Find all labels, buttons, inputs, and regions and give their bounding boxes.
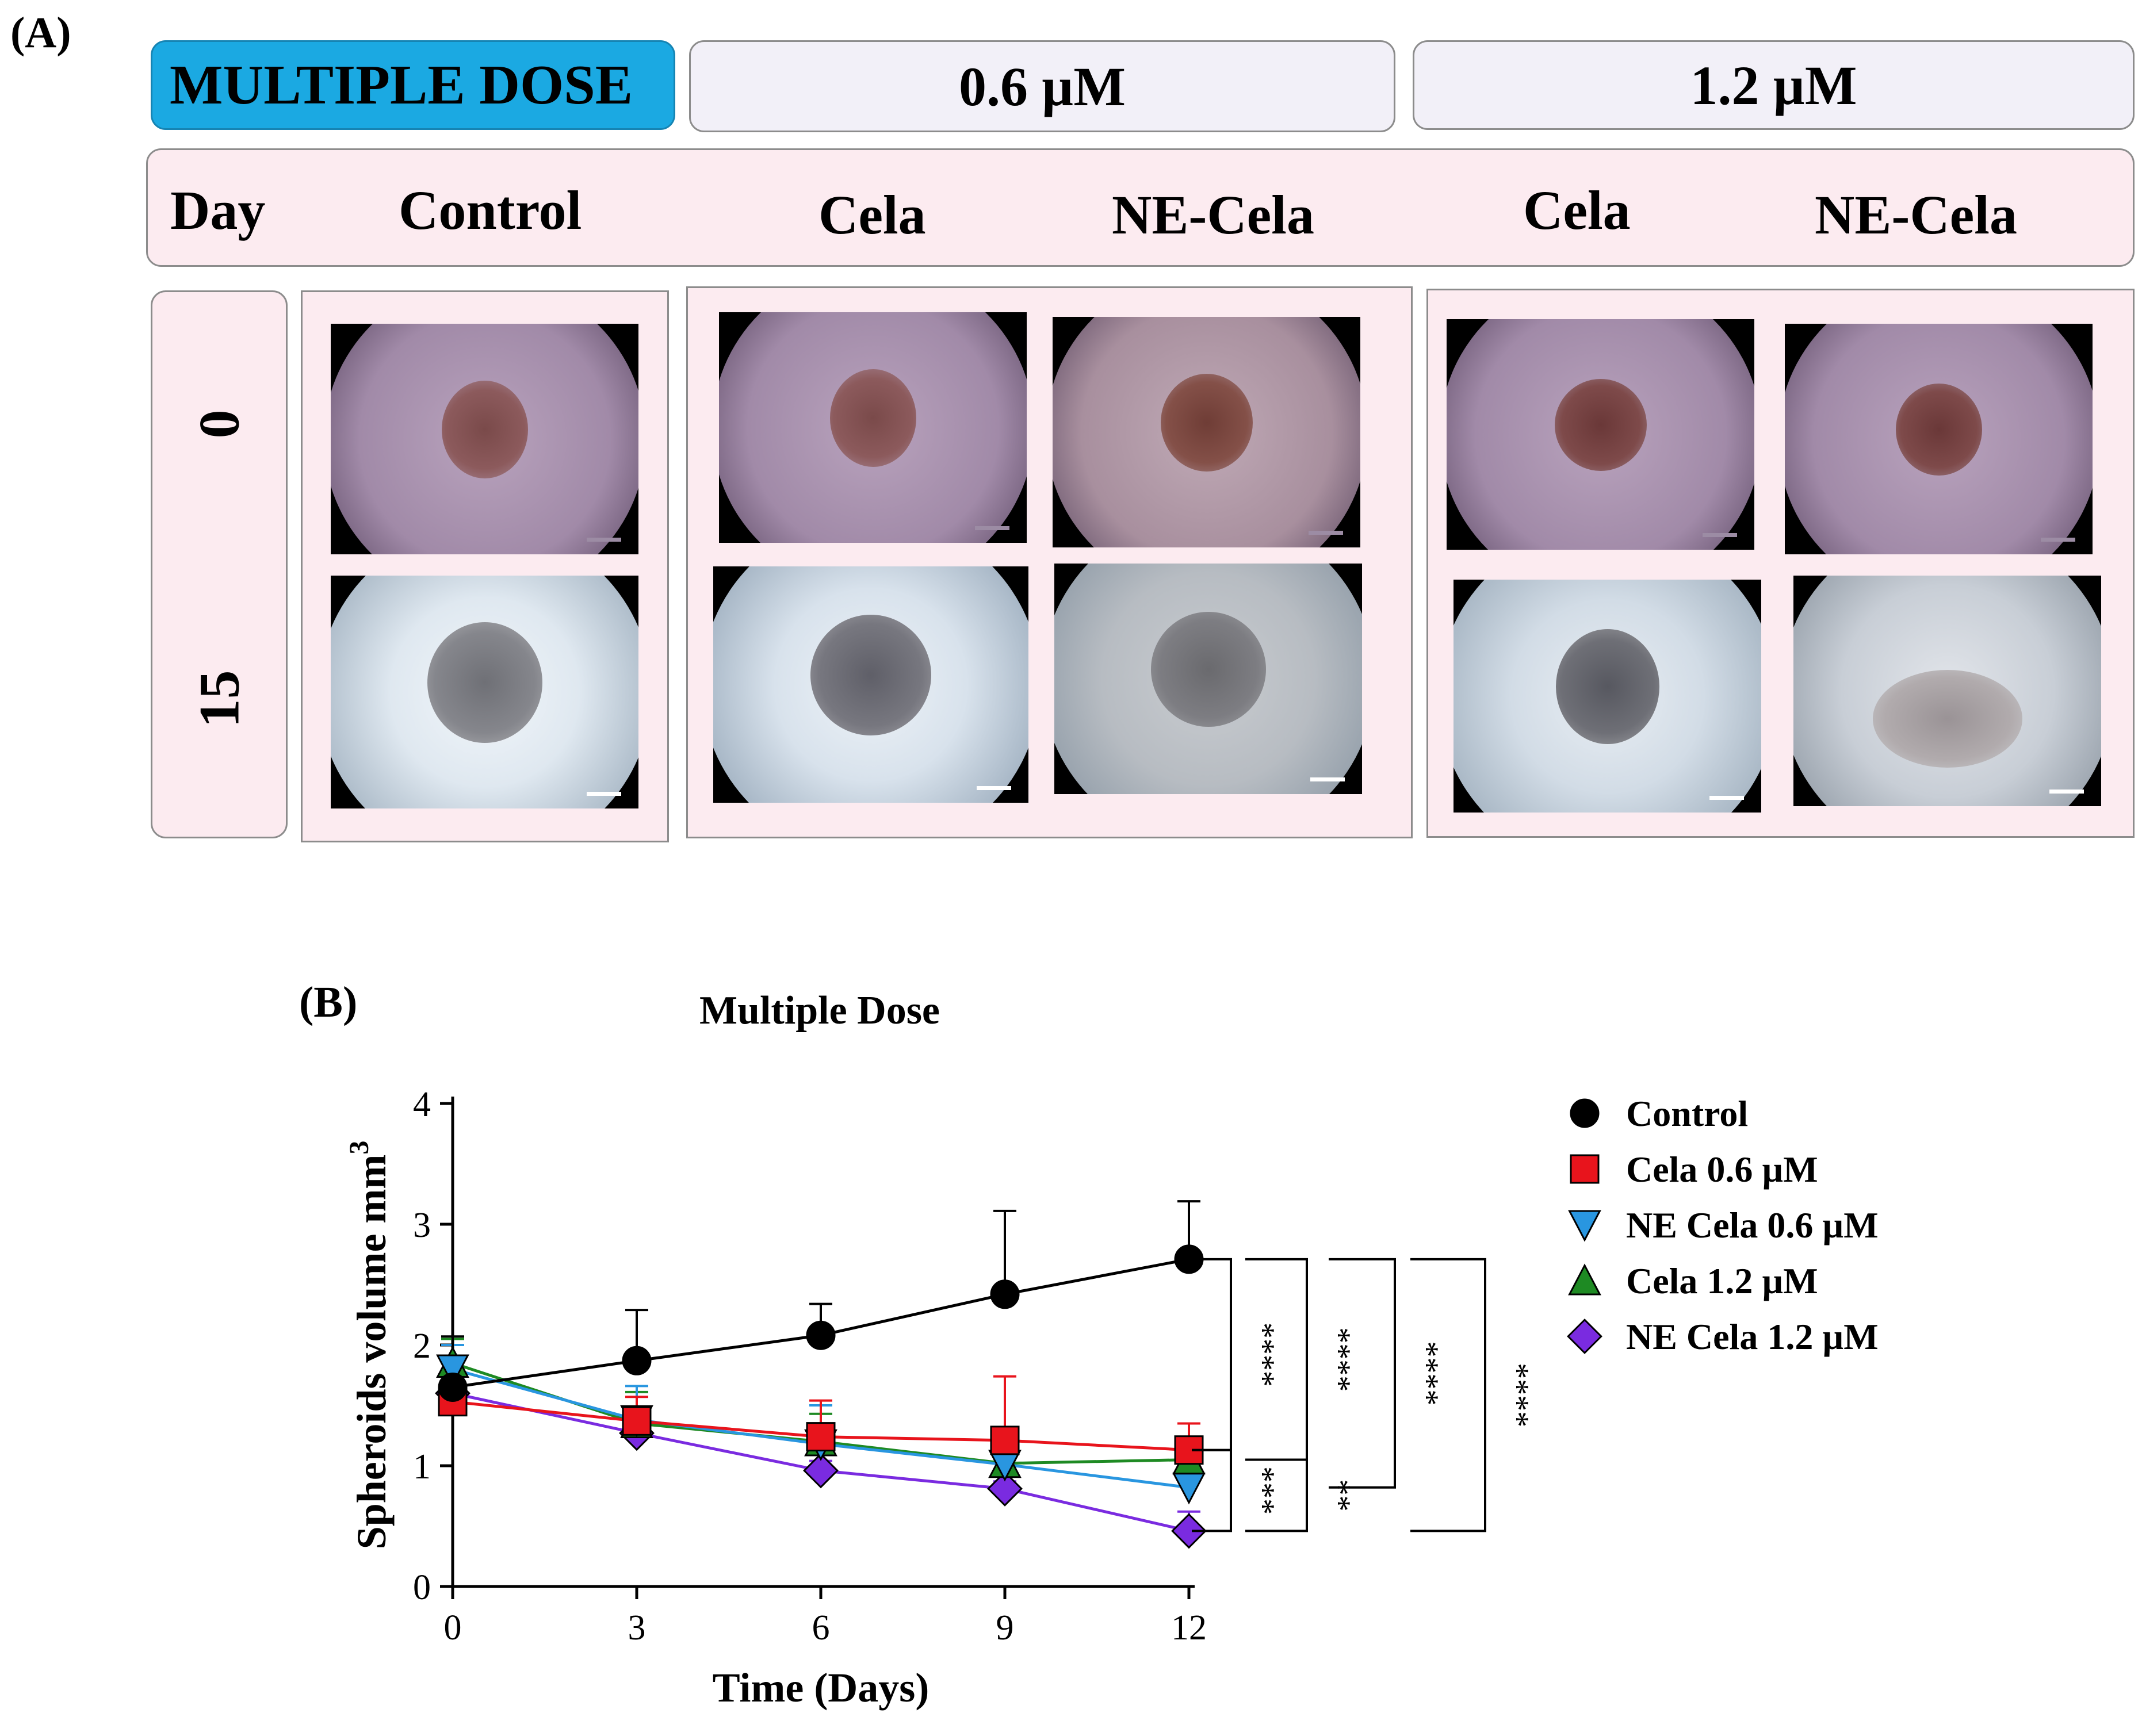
significance-label: ** (1321, 1479, 1357, 1511)
significance-label: **** (1409, 1341, 1445, 1405)
regimen-header: MULTIPLE DOSE (151, 40, 675, 130)
legend-label-ne-cela-1-2-m: NE Cela 1.2 µM (1626, 1316, 1879, 1357)
data-point-cela-0-6-m (622, 1406, 652, 1436)
significance-bracket (1245, 1458, 1308, 1532)
micrograph-control-day15 (331, 576, 638, 808)
col-necela-06: NE-Cela (1112, 184, 1314, 246)
concentration-header-1-2: 1.2 µM (1413, 40, 2135, 130)
legend-marker-ne-cela-0-6-m (1568, 1210, 1601, 1242)
col-cela-12: Cela (1523, 179, 1631, 241)
y-tick-label: 1 (413, 1447, 431, 1486)
micrograph-necela12-day0 (1785, 324, 2093, 554)
chart-title: Multiple Dose (699, 988, 940, 1033)
y-axis-label-superscript: 3 (344, 1141, 374, 1155)
x-tick-label: 6 (812, 1608, 830, 1647)
data-point-cela-0-6-m (806, 1422, 836, 1452)
col-necela-12: NE-Cela (1815, 184, 2017, 246)
x-tick-label: 12 (1171, 1608, 1207, 1647)
legend-label-ne-cela-0-6-m: NE Cela 0.6 µM (1626, 1205, 1879, 1246)
legend-label-control: Control (1626, 1093, 1748, 1134)
legend-label-cela-1-2-m: Cela 1.2 µM (1626, 1260, 1818, 1301)
micrograph-control-day0 (331, 324, 638, 554)
y-tick-label: 2 (413, 1327, 431, 1366)
significance-bracket (1192, 1258, 1232, 1451)
micrograph-cela06-day15 (713, 566, 1028, 803)
data-point-ne-cela-0-6-m (436, 1354, 469, 1386)
day-15-label: 15 (187, 670, 251, 728)
x-tick-label: 3 (628, 1608, 646, 1647)
y-tick-label: 0 (413, 1568, 431, 1607)
micrograph-cela12-day0 (1447, 319, 1754, 550)
legend-marker-ne-cela-1-2-m (1567, 1319, 1602, 1354)
data-point-cela-0-6-m (990, 1425, 1020, 1455)
col-control: Control (399, 179, 582, 241)
significance-bracket (1329, 1258, 1396, 1489)
x-axis-label: Time (Days) (713, 1665, 930, 1711)
x-tick-label: 9 (996, 1608, 1014, 1647)
panel-b-label: (B) (299, 978, 358, 1026)
data-point-control (622, 1346, 652, 1375)
data-point-ne-cela-1-2-m (803, 1453, 839, 1489)
day-column (151, 290, 288, 838)
data-point-control (438, 1373, 468, 1402)
micrograph-necela06-day15 (1054, 564, 1362, 794)
significance-label: **** (1321, 1327, 1357, 1392)
panel-a-label: (A) (10, 9, 71, 57)
significance-label: **** (1500, 1363, 1535, 1427)
y-tick-label: 3 (413, 1206, 431, 1245)
column-header-bar (146, 148, 2135, 267)
significance-bracket (1192, 1448, 1232, 1532)
data-point-control (806, 1320, 836, 1350)
legend-marker-cela-0-6-m (1570, 1154, 1600, 1184)
data-point-ne-cela-1-2-m (987, 1470, 1023, 1507)
y-axis-label: Spheroids volume mm3 (344, 1141, 395, 1550)
x-tick-label: 0 (444, 1608, 462, 1647)
data-point-ne-cela-1-2-m (1171, 1513, 1207, 1549)
legend-marker-cela-1-2-m (1568, 1263, 1601, 1296)
legend-label-cela-0-6-m: Cela 0.6 µM (1626, 1149, 1818, 1190)
significance-label: *** (1245, 1466, 1281, 1515)
concentration-header-0-6: 0.6 µM (689, 40, 1395, 132)
data-point-ne-cela-0-6-m (1172, 1473, 1206, 1505)
data-point-control (990, 1279, 1020, 1309)
micrograph-necela06-day0 (1053, 317, 1360, 547)
micrograph-cela12-day15 (1454, 580, 1761, 813)
legend-marker-control (1570, 1098, 1600, 1128)
significance-label: **** (1245, 1323, 1281, 1387)
significance-bracket (1410, 1258, 1486, 1532)
micrograph-cela06-day0 (719, 312, 1027, 543)
col-cela-06: Cela (818, 184, 926, 246)
micrograph-necela12-day15 (1793, 576, 2101, 806)
day-0-label: 0 (187, 409, 251, 439)
y-tick-label: 4 (413, 1085, 431, 1124)
col-day: Day (170, 179, 266, 241)
